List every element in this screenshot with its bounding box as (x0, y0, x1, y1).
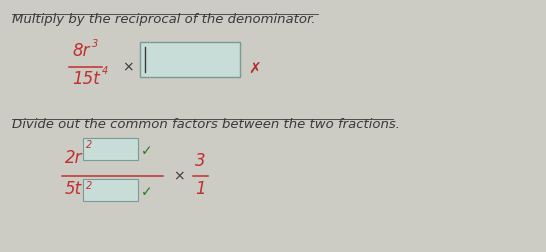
Bar (140, 43, 240, 78)
Bar (83, 179, 138, 201)
Text: 8r: 8r (72, 42, 90, 60)
Text: ✗: ✗ (248, 62, 261, 77)
Text: 3: 3 (92, 39, 98, 49)
Text: 5t: 5t (65, 179, 82, 197)
Text: 2r: 2r (65, 148, 82, 166)
Text: ✓: ✓ (141, 184, 153, 198)
Text: ✓: ✓ (141, 143, 153, 158)
Text: Divide out the common factors between the two fractions.: Divide out the common factors between th… (12, 117, 400, 131)
Text: 3: 3 (195, 151, 206, 169)
Text: ×: × (122, 60, 134, 74)
Bar (83, 138, 138, 160)
Text: 2: 2 (86, 139, 92, 149)
Text: 15t: 15t (72, 70, 100, 88)
Text: 1: 1 (195, 179, 206, 197)
Text: Multiply by the reciprocal of the denominator.: Multiply by the reciprocal of the denomi… (12, 13, 316, 26)
Text: 2: 2 (86, 180, 92, 190)
Text: ×: × (173, 168, 185, 182)
Text: 4: 4 (102, 66, 108, 76)
